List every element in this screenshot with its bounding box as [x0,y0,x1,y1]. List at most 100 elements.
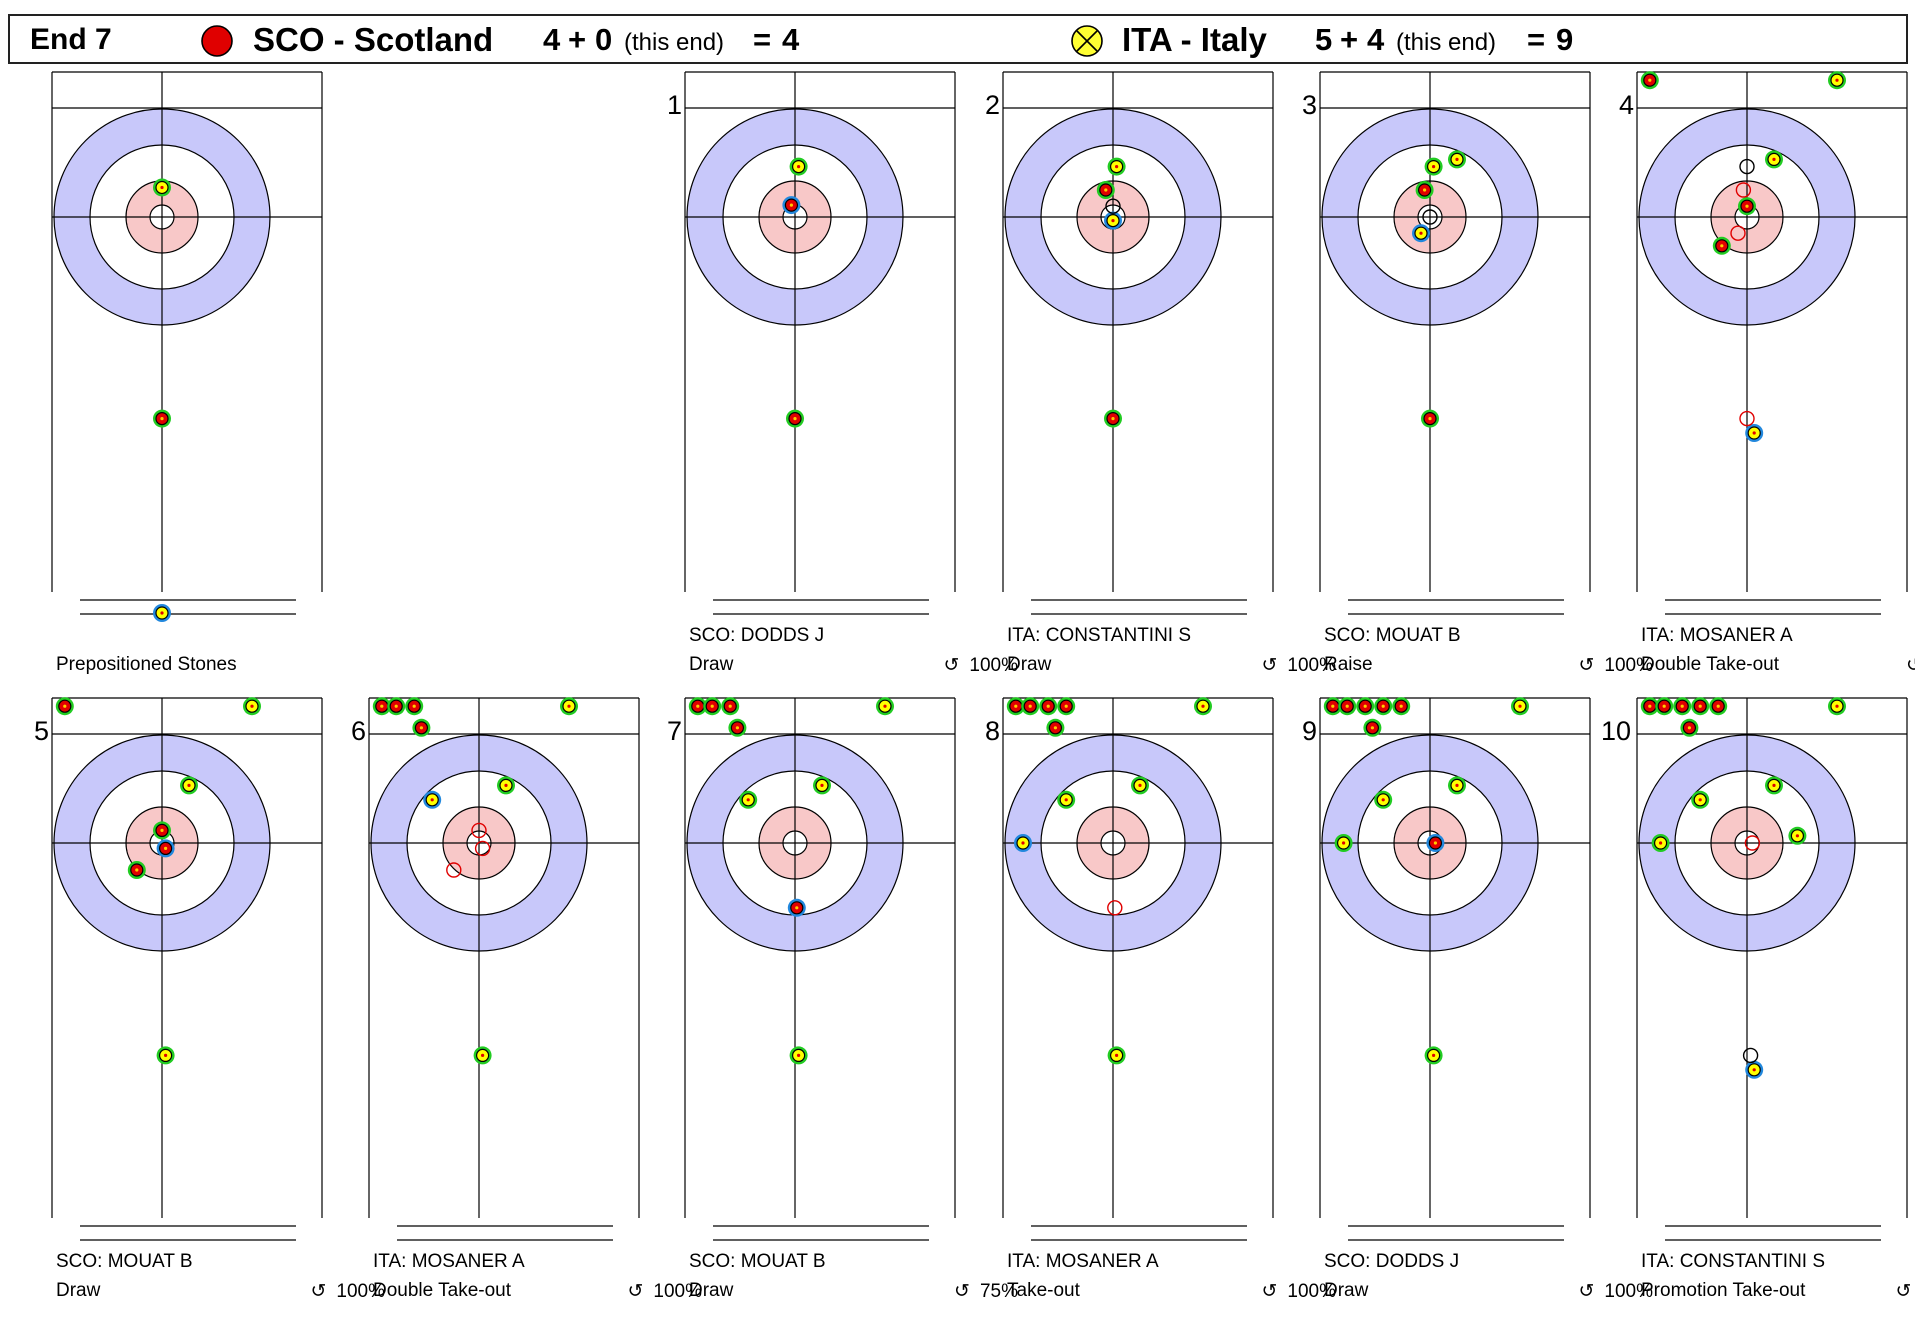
stone-center-dot [1046,704,1050,708]
team2-equals: = [1527,22,1546,57]
curling-sheet [1002,71,1274,615]
curling-sheet [51,71,323,622]
shot-score: ↺ 100% [1578,1280,1653,1303]
counterclockwise-rotation-icon: ↺ [627,1281,644,1302]
stone-center-dot [1138,783,1142,787]
stone-previous-position [474,840,491,857]
stone-center-dot [1648,704,1652,708]
team2-total-score: 9 [1556,22,1574,57]
stone-previous-position [1742,1047,1759,1064]
team1-name: SCO - Scotland [253,21,494,58]
stone-center-dot [1662,704,1666,708]
stone-center-dot [1342,841,1346,845]
stone-center-dot [883,704,887,708]
stone-previous-position [446,862,462,878]
shot-panel-pre: Prepositioned Stones [51,71,382,692]
stone-center-dot [63,704,67,708]
stone-center-dot [1795,834,1799,838]
stone-center-dot [481,1053,485,1057]
stone-center-dot [710,704,714,708]
shot-player: ITA: MOSANER A [1641,625,1793,646]
stone-center-dot [1064,798,1068,802]
shot-score-value: 100% [969,655,1018,676]
shot-score-value: 100% [336,1281,385,1302]
shot-number: 4 [1619,90,1635,120]
shot-player: SCO: MOUAT B [56,1251,193,1272]
shot-number: 9 [1302,716,1318,746]
stone-center-dot [795,906,799,910]
stone-center-dot [1370,726,1374,730]
italy-stone-icon [1071,25,1103,57]
stone-center-dot [1835,78,1839,82]
counterclockwise-rotation-icon: ↺ [1895,1281,1912,1302]
stone-center-dot [419,726,423,730]
shot-panel-s8: 8 ITA: MOSANER A Take-out ↺ 100% [985,697,1336,1318]
stone-center-dot [1115,1053,1119,1057]
shot-score-value: 100% [1287,655,1336,676]
stone-center-dot [1053,726,1057,730]
stone-center-dot [1687,726,1691,730]
stone-center-dot [1680,704,1684,708]
stone-center-dot [1745,204,1749,208]
stone-center-dot [430,798,434,802]
score-header: End 7 SCO - Scotland 4 + 0 (this end) = … [8,14,1908,64]
stone-center-dot [1064,704,1068,708]
shot-score: ↺ 100% [943,654,1018,677]
shot-panel-s6: 6 ITA: MOSANER A Double Take-out ↺ 100% [351,697,702,1318]
shot-number: 2 [985,90,1001,120]
shot-type: Draw [1324,1280,1369,1301]
stone-center-dot [1115,165,1119,169]
shot-player: ITA: CONSTANTINI S [1641,1251,1826,1272]
shot-panel-s9: 9 SCO: DODDS J Draw ↺ 100% [1302,697,1653,1318]
stone-previous-position [1739,158,1755,175]
stone-center-dot [1455,157,1459,161]
stone-previous-position [1744,835,1761,851]
stone-center-dot [746,798,750,802]
stone-previous-position [1739,410,1755,427]
stone-center-dot [160,185,164,190]
shot-panel-s2: 2 ITA: CONSTANTINI S Draw ↺ 100% [985,71,1336,692]
shot-player: SCO: DODDS J [689,625,825,646]
shot-number: 8 [985,716,1001,746]
stone-center-dot [160,417,164,421]
stone-center-dot [1659,841,1663,845]
stone-center-dot [412,704,416,708]
stone-center-dot [1399,704,1403,708]
shot-number: 3 [1302,90,1318,120]
stone-center-dot [567,704,571,708]
stone-center-dot [789,203,793,207]
shot-type: Draw [1007,654,1052,675]
stone-center-dot [797,1053,801,1057]
shot-panel-s4: 4 ITA: MOSANER A Double Take-out ↺50% [1619,71,1915,692]
stone-center-dot [1331,704,1335,708]
counterclockwise-rotation-icon: ↺ [310,1281,327,1302]
shot-type: Draw [689,654,734,675]
curling-sheet [684,697,956,1241]
stone-center-dot [160,611,164,615]
stone-center-dot [1772,783,1776,787]
stone-center-dot [1433,841,1437,845]
shot-number: 5 [34,716,50,746]
stone-previous-position [1735,182,1752,198]
stone-center-dot [1028,704,1032,708]
stone-previous-position [1422,209,1438,225]
curling-sheet [684,71,956,615]
curling-sheet [1319,71,1591,615]
stone-center-dot [187,783,191,787]
stone-center-dot [1201,704,1205,708]
shot-score-value: 75% [979,1281,1018,1302]
stone-center-dot [504,783,508,787]
shot-score: ↺ 100% [310,1280,385,1303]
shot-type: Promotion Take-out [1641,1280,1806,1301]
stone-center-dot [164,1053,168,1057]
shot-score: ↺ 100% [627,1280,702,1303]
stone-center-dot [1752,431,1756,435]
shot-type: Take-out [1007,1280,1080,1301]
stone-center-dot [135,868,139,872]
shot-player: SCO: DODDS J [1324,1251,1460,1272]
stone-center-dot [1455,783,1459,787]
stone-center-dot [1104,188,1108,192]
team2-name: ITA - Italy [1122,21,1267,58]
team2-this-end-label: (this end) [1396,29,1497,56]
stone-center-dot [1432,165,1436,169]
